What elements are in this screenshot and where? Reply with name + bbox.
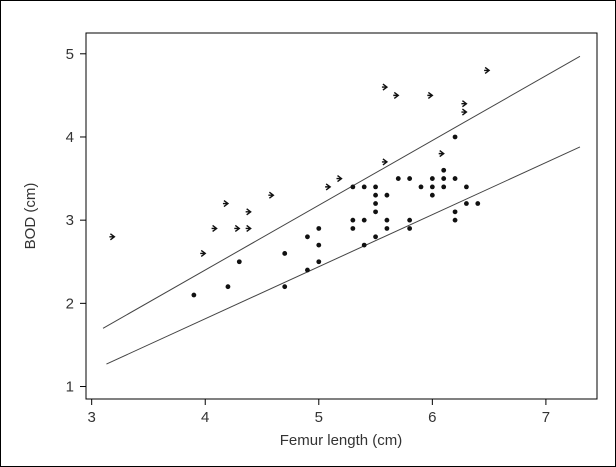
data-point-dot — [441, 184, 447, 190]
data-point-dot — [384, 217, 390, 223]
data-point-dot — [452, 217, 458, 223]
data-point-arrow — [484, 66, 491, 74]
data-point-dot — [475, 201, 481, 206]
data-point-dot — [452, 209, 458, 215]
data-point-dot — [236, 259, 242, 265]
data-point-dot — [464, 201, 469, 206]
data-point-dot — [407, 226, 413, 231]
data-point-dot — [316, 242, 322, 248]
data-point-dot — [361, 217, 367, 223]
data-point-arrow — [268, 191, 275, 199]
data-point-dot — [407, 176, 413, 181]
data-point-dot — [316, 259, 322, 265]
data-point-dot — [350, 217, 356, 223]
y-tick-label: 3 — [66, 212, 74, 229]
y-axis-title: BOD (cm) — [22, 183, 39, 250]
data-point-arrow — [245, 224, 252, 233]
data-point-dot — [373, 209, 378, 215]
data-point-dot — [418, 184, 424, 190]
data-point-dot — [282, 284, 288, 290]
data-point-arrow — [461, 100, 468, 108]
data-point-dot — [441, 176, 447, 181]
data-point-dot — [384, 226, 390, 231]
regression-line — [106, 146, 581, 365]
data-point-dot — [225, 284, 231, 290]
y-tick-label: 1 — [66, 379, 74, 396]
x-tick-label: 6 — [428, 409, 436, 426]
data-point-dot — [373, 192, 378, 198]
data-point-dot — [373, 201, 378, 206]
data-point-dot — [429, 184, 435, 190]
data-point-arrow — [381, 158, 389, 166]
data-point-dot — [361, 184, 367, 190]
data-point-dot — [452, 134, 458, 140]
data-point-arrow — [245, 208, 252, 216]
data-point-dot — [373, 234, 378, 240]
x-tick-label: 7 — [542, 409, 550, 426]
data-point-arrow — [336, 175, 343, 183]
data-point-arrow — [427, 91, 434, 99]
data-point-arrow — [200, 249, 207, 257]
data-point-arrow — [461, 108, 468, 116]
data-point-arrow — [234, 224, 241, 233]
data-point-dot — [350, 184, 356, 190]
data-point-dot — [429, 192, 435, 198]
regression-line — [102, 55, 581, 329]
data-point-dot — [452, 176, 458, 181]
data-point-dot — [305, 234, 310, 240]
data-point-dot — [350, 226, 356, 231]
data-point-dot — [407, 217, 413, 223]
data-point-arrow — [393, 91, 400, 99]
data-point-dot — [282, 251, 288, 256]
data-point-arrow — [211, 224, 218, 233]
data-point-dot — [441, 167, 447, 173]
data-point-dot — [395, 176, 401, 181]
x-tick-label: 5 — [315, 409, 323, 426]
data-point-dot — [191, 292, 197, 298]
data-point-dot — [464, 184, 469, 190]
data-point-arrow — [381, 83, 389, 91]
data-point-dot — [361, 242, 367, 248]
x-tick-label: 4 — [201, 409, 209, 426]
data-point-arrow — [109, 233, 116, 241]
data-point-dot — [316, 226, 322, 231]
plot-area — [85, 32, 598, 400]
data-point-dot — [373, 184, 378, 190]
data-point-dot — [429, 176, 435, 181]
x-axis-title: Femur length (cm) — [280, 432, 403, 449]
data-point-arrow — [438, 150, 445, 158]
data-point-dot — [384, 192, 390, 198]
y-tick-label: 5 — [66, 46, 74, 63]
data-point-arrow — [222, 199, 230, 208]
y-tick-label: 4 — [66, 129, 74, 146]
y-tick-label: 2 — [66, 295, 74, 312]
data-point-arrow — [325, 183, 332, 191]
data-point-dot — [305, 267, 310, 273]
x-tick-label: 3 — [88, 409, 96, 426]
